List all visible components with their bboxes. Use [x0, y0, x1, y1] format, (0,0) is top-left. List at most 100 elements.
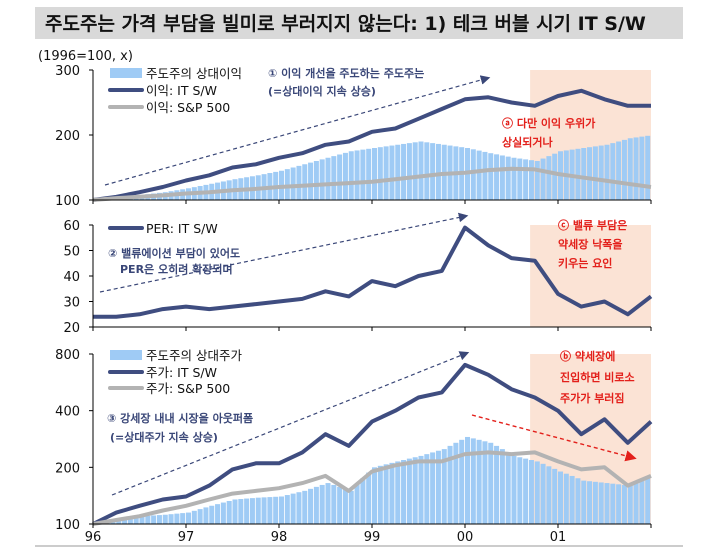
- bar-panel-3: [563, 473, 569, 524]
- bar-panel-3: [162, 514, 168, 524]
- y-tick-label: 30: [63, 296, 80, 311]
- bar-panel-3: [488, 442, 494, 524]
- line-3-1: [92, 362, 653, 526]
- bar-panel-3: [517, 457, 523, 524]
- bar-panel-1: [366, 148, 372, 200]
- bar-panel-3: [279, 496, 285, 524]
- bar-panel-3: [354, 484, 360, 524]
- bar-panel-3: [360, 478, 366, 524]
- line-2-0: [93, 225, 653, 319]
- bar-panel-3: [366, 472, 372, 524]
- bar-panel-3: [505, 452, 511, 524]
- bar-panel-3: [610, 483, 616, 524]
- y-tick-label: 20: [63, 321, 80, 336]
- bar-panel-1: [482, 151, 488, 200]
- legend-per: PER: IT S/W: [146, 221, 218, 236]
- x-tick-label: 01: [550, 530, 567, 545]
- bar-panel-1: [418, 141, 424, 200]
- bar-panel-1: [348, 151, 354, 200]
- bar-panel-3: [598, 482, 604, 524]
- bar-panel-1: [337, 154, 343, 200]
- y-tick-label: 50: [63, 245, 80, 260]
- bar-panel-1: [354, 150, 360, 200]
- bar-panel-3: [459, 439, 465, 524]
- trend-arrow-earnings: [104, 75, 491, 186]
- trend-arrow-price: [111, 351, 470, 496]
- bar-panel-3: [226, 500, 232, 524]
- bar-panel-3: [418, 455, 424, 524]
- bar-panel-3: [191, 510, 197, 524]
- bar-panel-1: [290, 167, 296, 200]
- bar-panel-3: [156, 515, 162, 524]
- bar-panel-3: [145, 515, 151, 524]
- annotation-a-line1: ⓐ 다만 이익 우위가: [502, 116, 595, 130]
- bar-panel-3: [552, 468, 558, 524]
- bar-panel-1: [604, 144, 610, 200]
- bar-panel-3: [168, 514, 174, 524]
- line-1-1: [92, 88, 651, 202]
- bar-panel-3: [587, 481, 593, 524]
- bar-panel-1: [546, 156, 552, 200]
- bar-panel-3: [244, 498, 250, 524]
- annotation-3-line1: ③ 강세장 내내 시장을 아웃퍼폼: [107, 411, 253, 425]
- bar-panel-1: [528, 160, 534, 200]
- bar-panel-3: [581, 480, 587, 524]
- bar-panel-3: [476, 439, 482, 524]
- bar-panel-3: [430, 452, 436, 524]
- bar-panel-3: [540, 463, 546, 524]
- bar-panel-1: [412, 142, 418, 200]
- bar-panel-3: [435, 450, 441, 524]
- bar-panel-1: [534, 161, 540, 200]
- bar-panel-1: [610, 143, 616, 200]
- bar-panel-1: [587, 147, 593, 200]
- bar-panel-1: [523, 159, 529, 200]
- bar-panel-3: [406, 458, 412, 524]
- bar-panel-1: [296, 165, 302, 200]
- bar-panel-3: [325, 483, 331, 524]
- unit-label: (1996=100, x): [38, 49, 133, 64]
- y-tick-label: 200: [55, 129, 80, 144]
- annotation-1-line2: (=상대이익 지속 상승): [268, 84, 376, 98]
- bar-panel-3: [511, 455, 517, 524]
- bar-panel-3: [470, 438, 476, 524]
- bar-panel-1: [424, 142, 430, 200]
- bar-panel-3: [621, 484, 627, 524]
- bar-panel-3: [604, 483, 610, 524]
- bar-panel-1: [342, 152, 348, 200]
- bar-panel-1: [633, 137, 639, 200]
- x-tick-label: 99: [364, 530, 381, 545]
- bar-panel-3: [203, 507, 209, 524]
- bar-panel-1: [389, 145, 395, 200]
- bar-panel-1: [325, 157, 331, 200]
- y-tick-label: 300: [55, 64, 80, 79]
- bar-panel-3: [174, 513, 180, 524]
- bar-panel-3: [534, 461, 540, 524]
- bar-panel-3: [220, 502, 226, 524]
- bar-panel-1: [616, 141, 622, 200]
- bar-panel-1: [494, 154, 500, 200]
- title-bar: [35, 7, 683, 39]
- bar-panel-1: [401, 143, 407, 200]
- y-tick-label: 200: [55, 461, 80, 476]
- bar-panel-3: [389, 462, 395, 524]
- bar-panel-1: [302, 164, 308, 200]
- bar-panel-1: [406, 143, 412, 200]
- bar-panel-3: [465, 436, 471, 524]
- legend-it-earnings: 이익: IT S/W: [146, 83, 217, 98]
- x-tick-label: 97: [178, 530, 195, 545]
- bar-panel-3: [290, 493, 296, 524]
- line-1-2: [92, 166, 652, 202]
- bar-panel-1: [395, 144, 401, 200]
- bar-panel-3: [633, 483, 639, 524]
- bar-panel-3: [331, 484, 337, 524]
- bar-panel-1: [470, 149, 476, 200]
- x-tick-label: 98: [271, 530, 288, 545]
- bar-panel-1: [645, 135, 651, 200]
- lines-layer: [92, 88, 653, 526]
- legend-it-price: 주가: IT S/W: [146, 365, 217, 380]
- bar-panel-3: [645, 478, 651, 524]
- bar-panel-3: [558, 471, 564, 524]
- legend-swatch-relative-earnings: [110, 68, 142, 78]
- bar-panel-3: [180, 513, 186, 524]
- bar-panel-1: [319, 159, 325, 200]
